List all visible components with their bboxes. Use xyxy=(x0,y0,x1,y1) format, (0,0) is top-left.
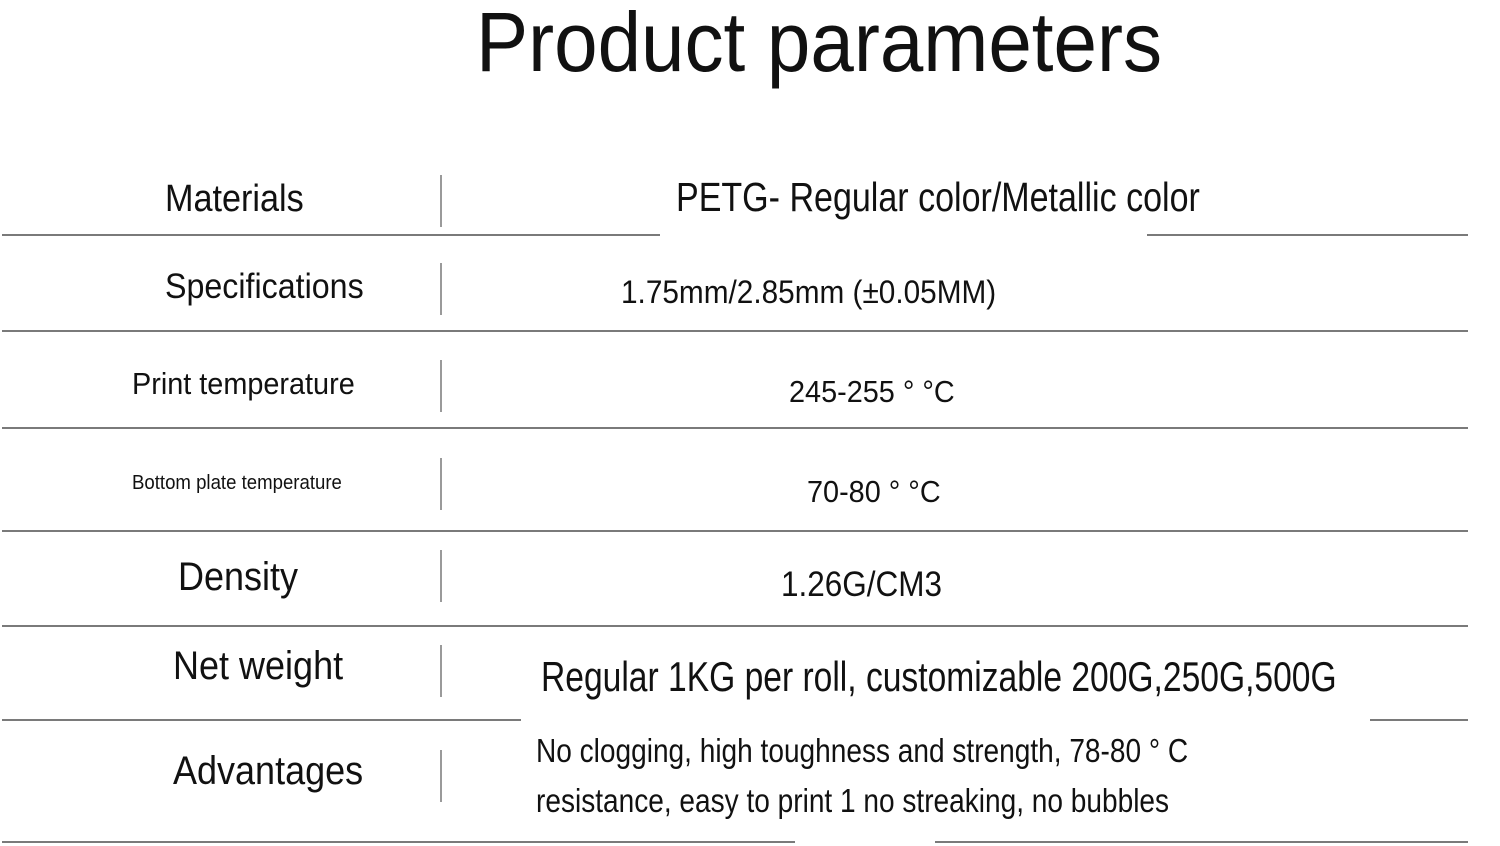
column-divider xyxy=(440,360,442,412)
page-title: Product parameters xyxy=(476,0,1163,89)
column-divider xyxy=(440,645,442,697)
column-divider xyxy=(440,458,442,510)
label-specifications: Specifications xyxy=(165,267,364,306)
label-advantages: Advantages xyxy=(173,749,364,793)
column-divider xyxy=(440,263,442,315)
label-density: Density xyxy=(178,555,299,599)
row-divider xyxy=(1370,719,1468,721)
row-divider xyxy=(2,625,1468,627)
column-divider xyxy=(440,550,442,602)
row-divider xyxy=(2,427,1468,429)
label-materials: Materials xyxy=(165,178,304,220)
row-divider xyxy=(2,530,1468,532)
value-advantages-line-2: resistance, easy to print 1 no streaking… xyxy=(536,782,1170,819)
value-density: 1.26G/CM3 xyxy=(781,565,943,604)
label-bottom-plate-temperature: Bottom plate temperature xyxy=(132,472,342,494)
row-divider xyxy=(2,330,1468,332)
label-net-weight: Net weight xyxy=(173,644,344,688)
value-bottom-plate-temperature: 70-80 ° °C xyxy=(807,474,941,509)
value-specifications: 1.75mm/2.85mm (±0.05MM) xyxy=(621,274,997,310)
row-divider xyxy=(2,841,795,843)
column-divider xyxy=(440,175,442,227)
row-divider xyxy=(1147,234,1468,236)
value-print-temperature: 245-255 ° °C xyxy=(789,374,955,409)
row-divider xyxy=(2,234,660,236)
row-divider xyxy=(2,719,521,721)
value-advantages-line-1: No clogging, high toughness and strength… xyxy=(536,732,1189,769)
row-divider xyxy=(935,841,1468,843)
value-net-weight: Regular 1KG per roll, customizable 200G,… xyxy=(541,653,1337,700)
column-divider xyxy=(440,750,442,802)
label-print-temperature: Print temperature xyxy=(132,366,355,401)
value-materials: PETG- Regular color/Metallic color xyxy=(676,174,1200,220)
